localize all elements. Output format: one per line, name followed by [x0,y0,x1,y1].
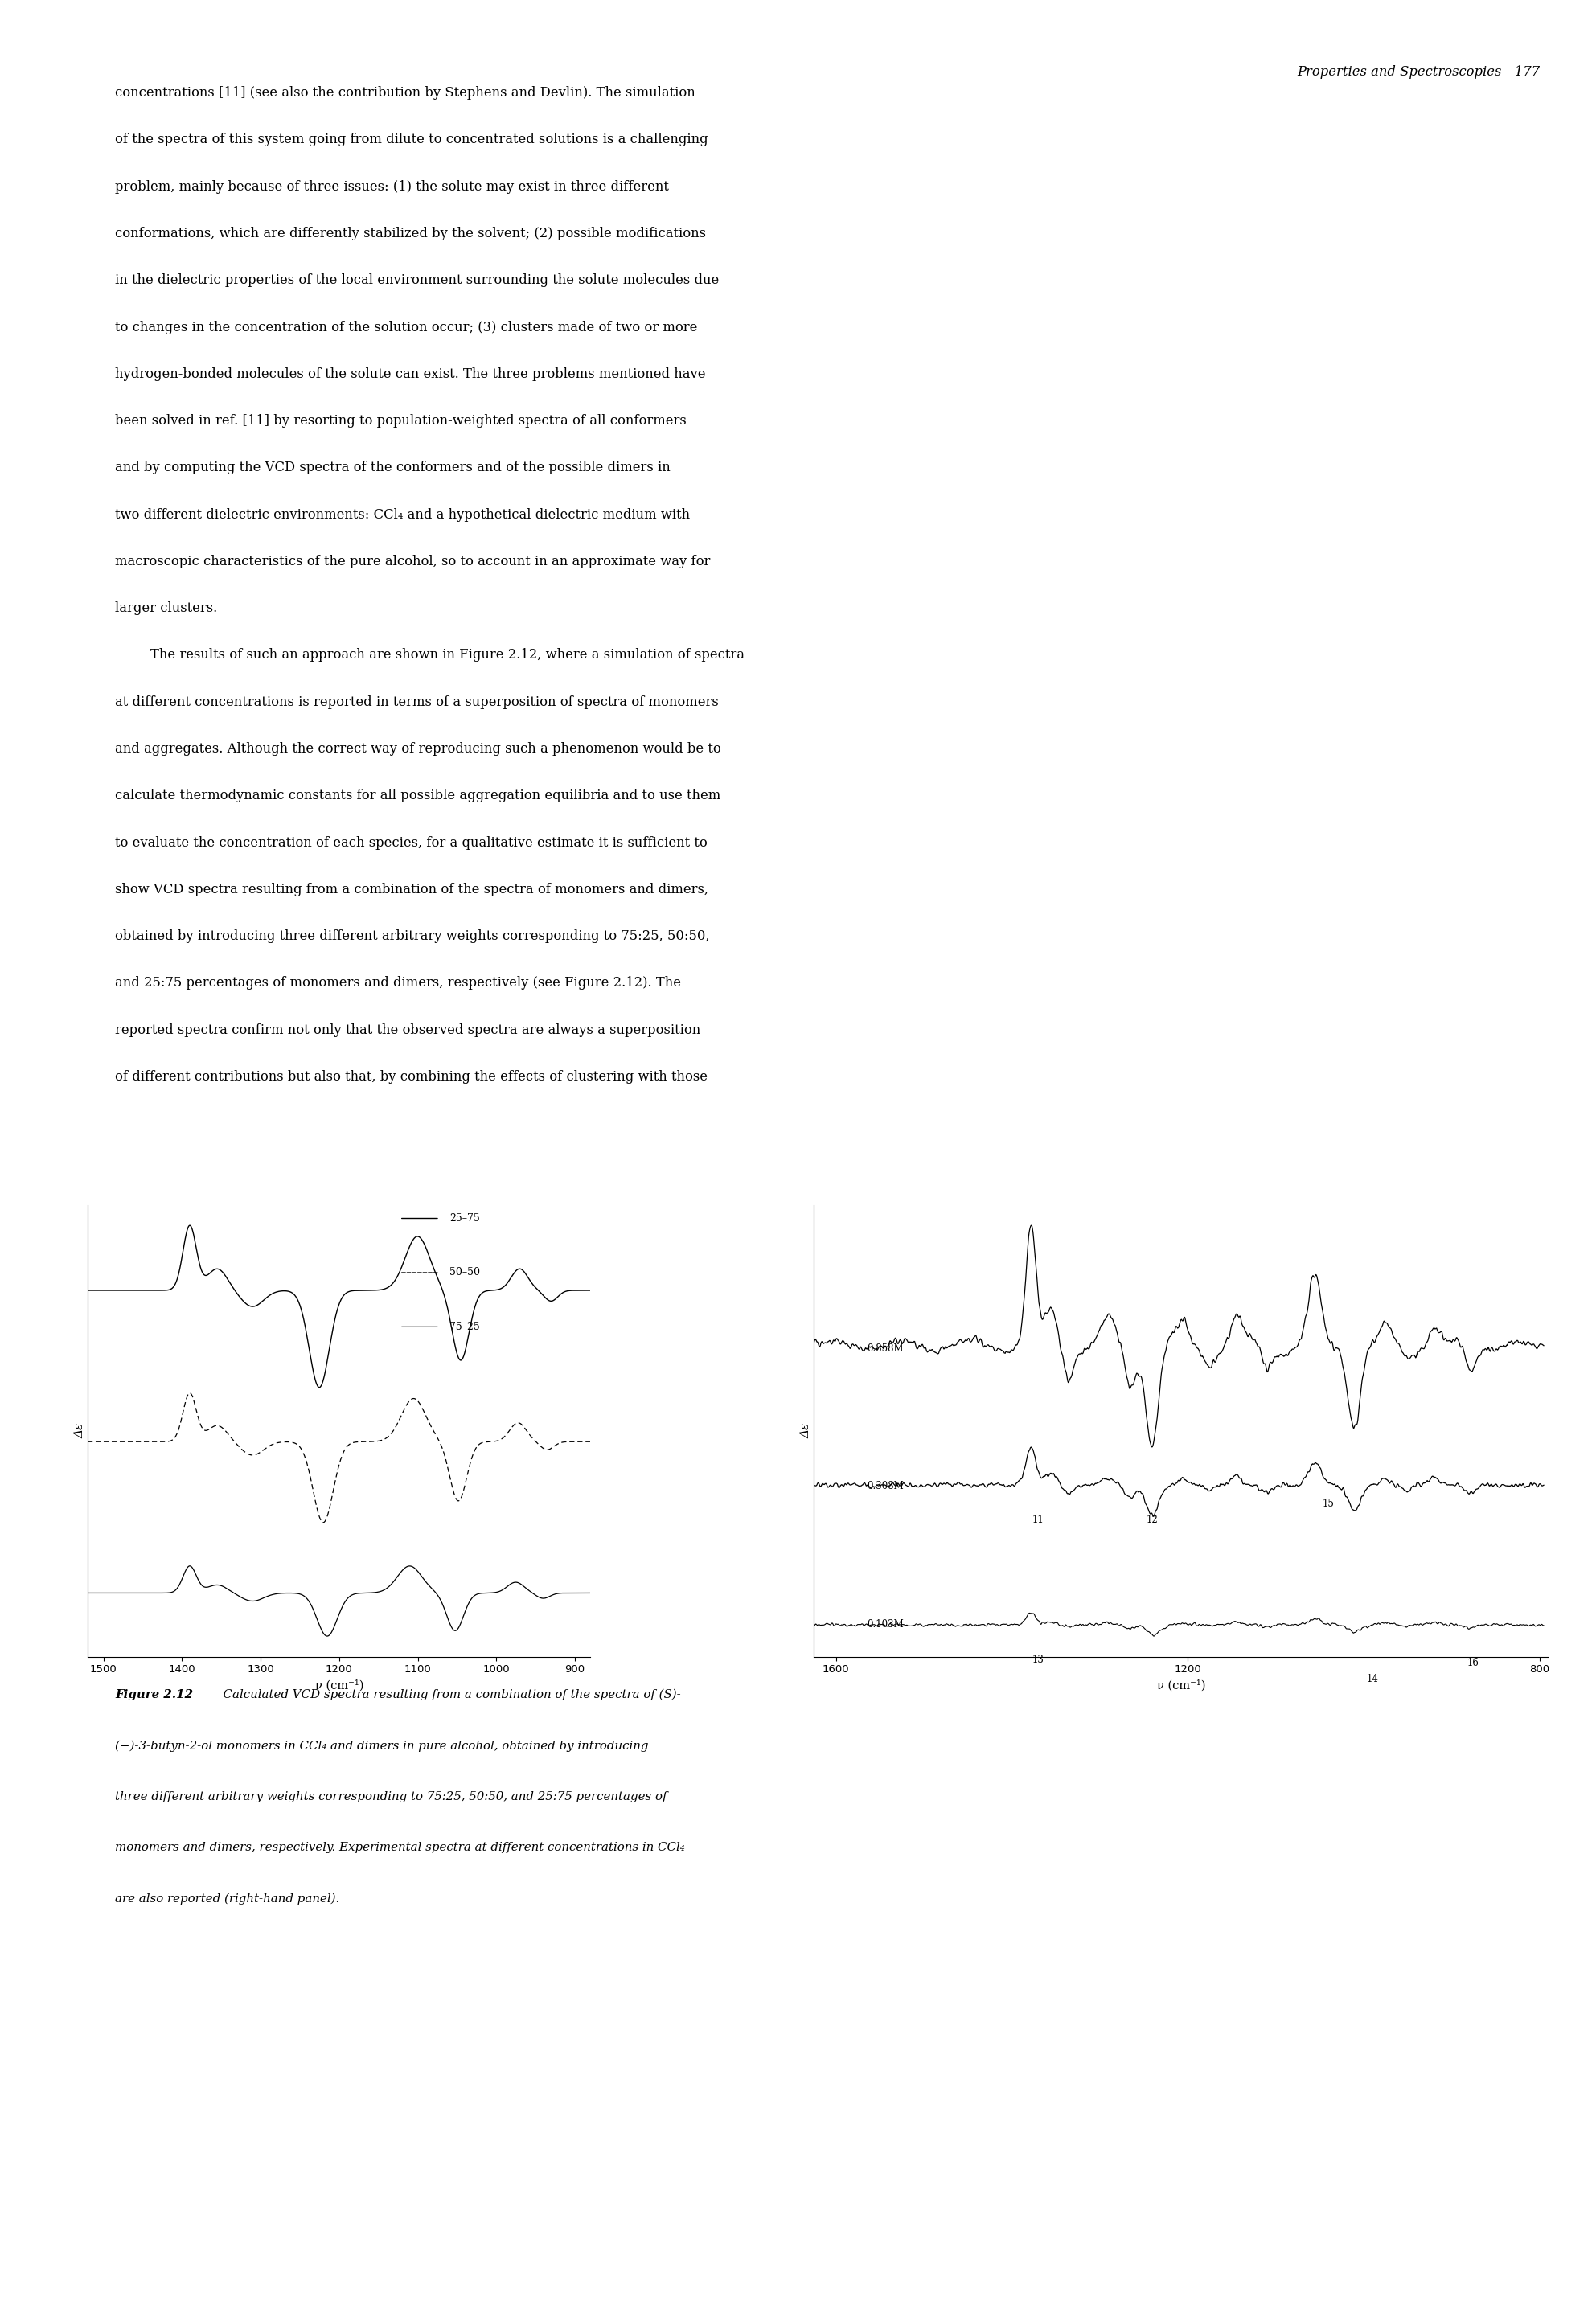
Text: two different dielectric environments: CCl₄ and a hypothetical dielectric medium: two different dielectric environments: C… [115,507,689,521]
Text: concentrations [11] (see also the contribution by Stephens and Devlin). The simu: concentrations [11] (see also the contri… [115,86,696,100]
Text: The results of such an approach are shown in Figure 2.12, where a simulation of : The results of such an approach are show… [150,649,744,663]
Text: three different arbitrary weights corresponding to 75:25, 50:50, and 25:75 perce: three different arbitrary weights corres… [115,1791,667,1803]
Text: 12: 12 [1146,1515,1159,1525]
Text: been solved in ref. [11] by resorting to population-weighted spectra of all conf: been solved in ref. [11] by resorting to… [115,415,686,429]
Text: to evaluate the concentration of each species, for a qualitative estimate it is : to evaluate the concentration of each sp… [115,836,707,850]
Text: 16: 16 [1467,1657,1479,1668]
Text: 0.103M: 0.103M [867,1620,903,1629]
Text: problem, mainly because of three issues: (1) the solute may exist in three diffe: problem, mainly because of three issues:… [115,181,669,195]
Text: 0.308M: 0.308M [867,1481,903,1492]
Text: obtained by introducing three different arbitrary weights corresponding to 75:25: obtained by introducing three different … [115,929,710,943]
Text: are also reported (right-hand panel).: are also reported (right-hand panel). [115,1893,340,1905]
Text: 11: 11 [1033,1515,1044,1525]
Text: and 25:75 percentages of monomers and dimers, respectively (see Figure 2.12). Th: and 25:75 percentages of monomers and di… [115,975,681,989]
Text: Calculated VCD spectra resulting from a combination of the spectra of (S)-: Calculated VCD spectra resulting from a … [215,1689,681,1701]
Text: in the dielectric properties of the local environment surrounding the solute mol: in the dielectric properties of the loca… [115,273,718,287]
Text: 75–25: 75–25 [450,1321,480,1332]
Y-axis label: Δε: Δε [801,1423,812,1439]
Text: 25–75: 25–75 [450,1214,480,1223]
Text: show VCD spectra resulting from a combination of the spectra of monomers and dim: show VCD spectra resulting from a combin… [115,883,709,897]
Text: 13: 13 [1033,1654,1044,1666]
Text: hydrogen-bonded molecules of the solute can exist. The three problems mentioned : hydrogen-bonded molecules of the solute … [115,366,705,380]
Text: of the spectra of this system going from dilute to concentrated solutions is a c: of the spectra of this system going from… [115,132,709,146]
Text: and by computing the VCD spectra of the conformers and of the possible dimers in: and by computing the VCD spectra of the … [115,461,670,475]
Text: conformations, which are differently stabilized by the solvent; (2) possible mod: conformations, which are differently sta… [115,227,705,241]
X-axis label: ν (cm⁻¹): ν (cm⁻¹) [314,1680,364,1691]
Text: to changes in the concentration of the solution occur; (3) clusters made of two : to changes in the concentration of the s… [115,320,697,334]
Text: at different concentrations is reported in terms of a superposition of spectra o: at different concentrations is reported … [115,695,718,709]
Text: Properties and Spectroscopies  177: Properties and Spectroscopies 177 [1298,65,1540,79]
Text: and aggregates. Although the correct way of reproducing such a phenomenon would : and aggregates. Although the correct way… [115,741,721,755]
Y-axis label: Δε: Δε [75,1423,86,1439]
Text: 14: 14 [1366,1673,1379,1684]
Text: (−)-3-butyn-2-ol monomers in CCl₄ and dimers in pure alcohol, obtained by introd: (−)-3-butyn-2-ol monomers in CCl₄ and di… [115,1740,648,1752]
Text: larger clusters.: larger clusters. [115,602,217,616]
Text: reported spectra confirm not only that the observed spectra are always a superpo: reported spectra confirm not only that t… [115,1024,701,1038]
Text: of different contributions but also that, by combining the effects of clustering: of different contributions but also that… [115,1070,707,1084]
Text: calculate thermodynamic constants for all possible aggregation equilibria and to: calculate thermodynamic constants for al… [115,788,720,802]
Text: 0.858M: 0.858M [867,1344,903,1353]
Text: 15: 15 [1323,1499,1334,1508]
Text: macroscopic characteristics of the pure alcohol, so to account in an approximate: macroscopic characteristics of the pure … [115,554,710,568]
Text: monomers and dimers, respectively. Experimental spectra at different concentrati: monomers and dimers, respectively. Exper… [115,1842,685,1854]
Text: 50–50: 50–50 [450,1267,480,1279]
X-axis label: ν (cm⁻¹): ν (cm⁻¹) [1157,1680,1205,1691]
Text: Figure 2.12: Figure 2.12 [115,1689,193,1701]
